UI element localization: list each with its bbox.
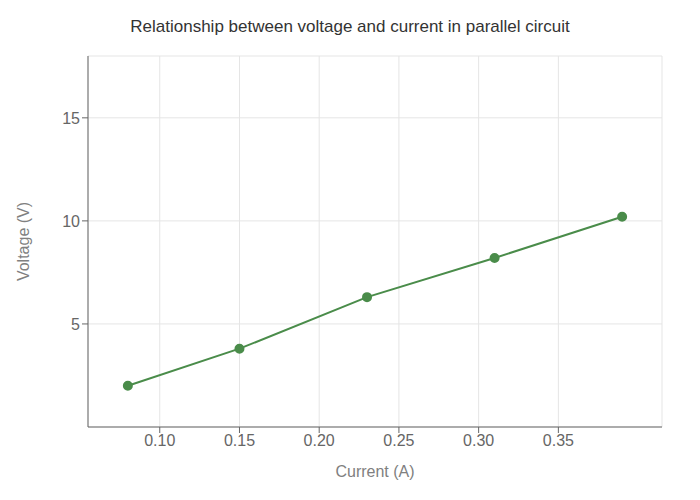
svg-text:5: 5 <box>71 316 80 333</box>
svg-text:Voltage (V): Voltage (V) <box>15 202 32 281</box>
svg-text:0.20: 0.20 <box>304 432 335 449</box>
svg-text:0.35: 0.35 <box>543 432 574 449</box>
svg-text:0.30: 0.30 <box>463 432 494 449</box>
svg-text:0.10: 0.10 <box>144 432 175 449</box>
svg-text:0.25: 0.25 <box>383 432 414 449</box>
svg-text:10: 10 <box>62 213 80 230</box>
svg-text:Current (A): Current (A) <box>335 463 414 480</box>
svg-text:0.15: 0.15 <box>224 432 255 449</box>
svg-text:15: 15 <box>62 110 80 127</box>
html-text:Relationship between voltage a: Relationship between voltage and current… <box>130 17 570 36</box>
